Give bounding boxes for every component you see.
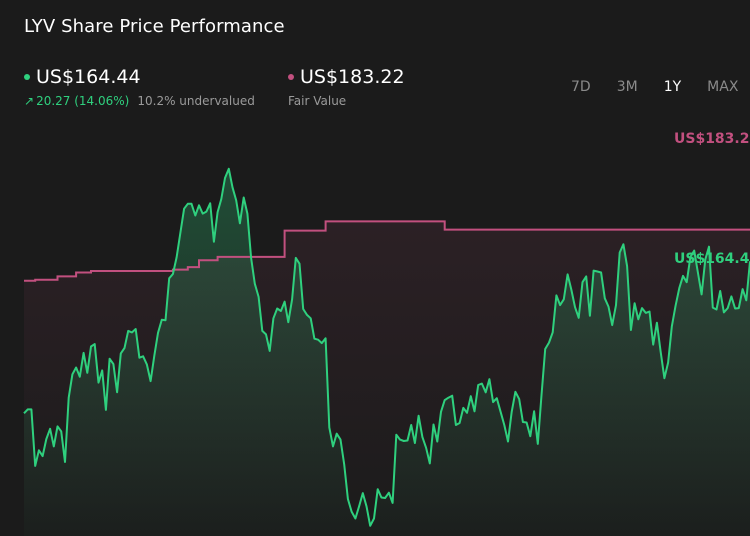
share-price-end-label: US$164.4 <box>674 251 750 267</box>
range-tabs: 7D 3M 1Y MAX <box>571 79 750 95</box>
current-price-block: US$164.44 ↗ 20.27 (14.06%) 10.2% underva… <box>24 66 255 108</box>
tab-max[interactable]: MAX <box>707 79 739 95</box>
current-price: US$164.44 <box>36 66 141 88</box>
arrow-up-right-icon: ↗ <box>24 94 35 108</box>
valuation-status: 10.2% undervalued <box>137 94 255 108</box>
fair-value-price: US$183.22 <box>300 66 405 88</box>
fair-value-label: Fair Value <box>288 94 347 108</box>
tab-7d[interactable]: 7D <box>571 79 591 95</box>
fair-value-dot-icon <box>288 74 294 80</box>
tab-3m[interactable]: 3M <box>616 79 638 95</box>
share-price-line <box>23 167 750 527</box>
tab-1y[interactable]: 1Y <box>663 79 682 95</box>
fair-value-line <box>24 220 750 282</box>
price-change: 20.27 (14.06%) <box>36 94 130 108</box>
chart-title: LYV Share Price Performance <box>24 16 285 37</box>
fair-value-end-label: US$183.2 <box>674 131 749 147</box>
price-dot-icon <box>24 74 30 80</box>
fair-value-block: US$183.22 Fair Value <box>288 66 405 108</box>
